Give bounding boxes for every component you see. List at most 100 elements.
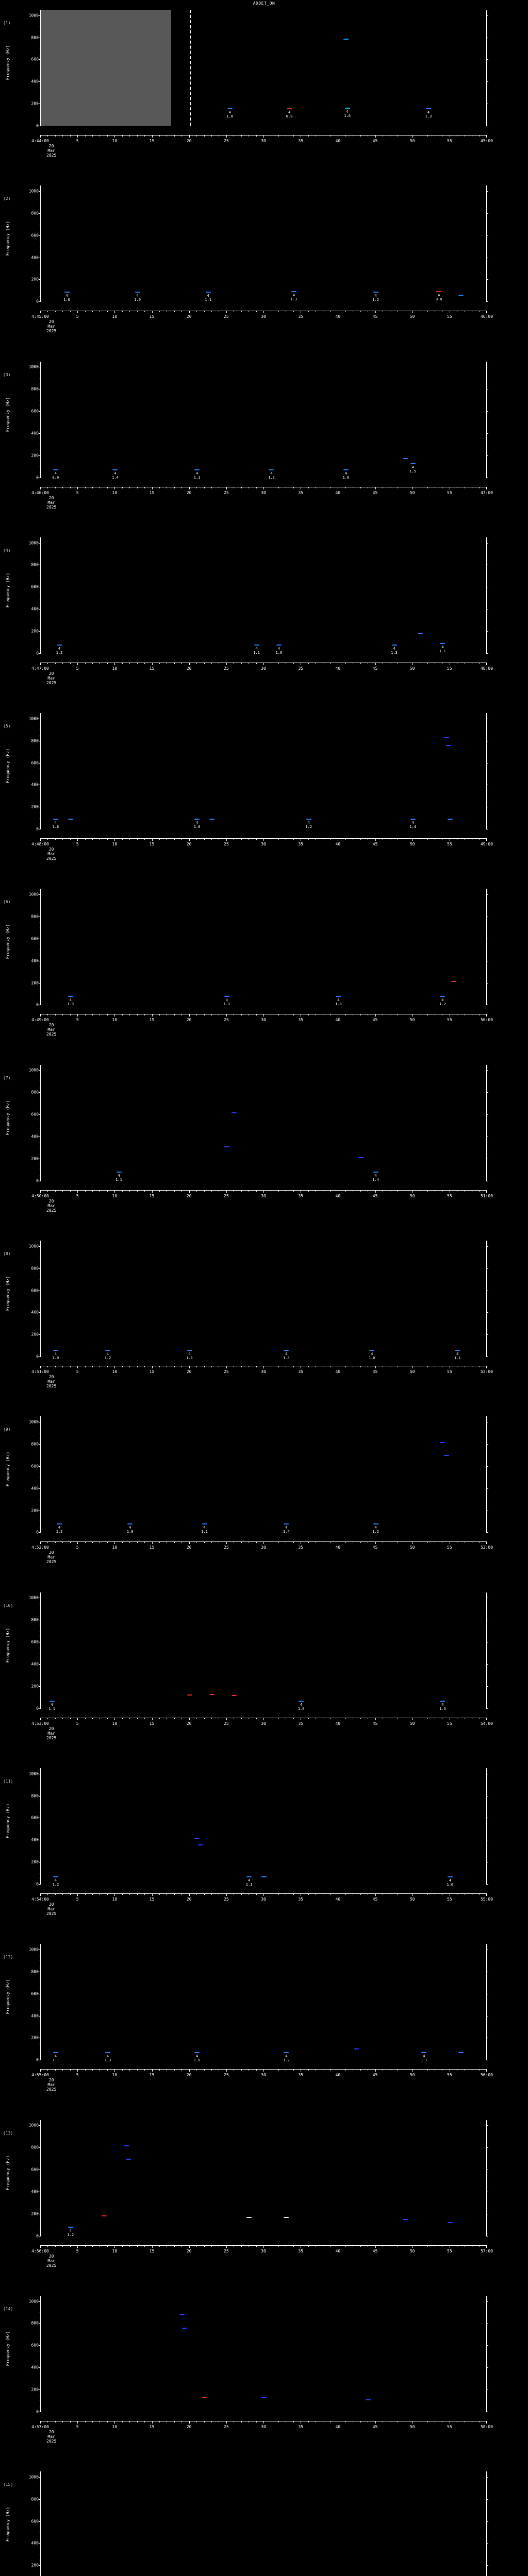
detection-mark[interactable] (68, 818, 73, 820)
plot-area[interactable]: 1000 800 600 400 200 0 4 1.2 (29, 2120, 488, 2238)
detection-mark[interactable] (336, 996, 341, 997)
detection-mark[interactable] (126, 2158, 131, 2160)
detection-mark[interactable] (440, 1700, 446, 1702)
detection-mark[interactable] (455, 1350, 460, 1351)
detection-mark[interactable] (403, 458, 408, 460)
detection-mark[interactable] (410, 463, 416, 464)
detection-mark[interactable] (194, 469, 200, 470)
detection-mark[interactable] (366, 2399, 371, 2401)
detection-mark[interactable] (194, 1837, 200, 1839)
detection-mark[interactable] (261, 2397, 267, 2398)
plot-area[interactable]: 1000 800 600 400 200 0 4 1.1 4 1.0 4 1.3 (29, 1592, 488, 1711)
detection-mark[interactable] (202, 1523, 207, 1525)
plot-area[interactable]: 1000 800 600 400 200 0 4 0.9 4 1.4 4 1.1 4 1.2 4 1… (29, 361, 488, 480)
detection-mark[interactable] (440, 642, 446, 644)
detection-mark[interactable] (373, 292, 378, 293)
detection-mark[interactable] (418, 633, 423, 635)
detection-mark[interactable] (306, 818, 311, 820)
detection-mark[interactable] (421, 2052, 427, 2054)
detection-mark[interactable] (344, 107, 350, 109)
detection-mark[interactable] (224, 996, 229, 997)
detection-mark[interactable] (276, 644, 282, 646)
detection-mark[interactable] (194, 818, 200, 820)
detection-mark[interactable] (187, 1350, 192, 1351)
detection-mark[interactable] (202, 2396, 207, 2398)
detection-mark[interactable] (68, 996, 73, 997)
detection-mark[interactable] (205, 292, 211, 293)
detection-mark[interactable] (135, 292, 140, 293)
detection-mark[interactable] (105, 2052, 110, 2054)
detection-mark[interactable] (68, 2227, 73, 2228)
detection-mark[interactable] (269, 469, 274, 470)
plot-area[interactable]: 1000 800 600 400 200 0 (29, 2295, 488, 2414)
detection-mark[interactable] (246, 1876, 252, 1877)
detection-mark[interactable] (358, 1157, 364, 1158)
detection-mark[interactable] (53, 1876, 58, 1877)
detection-mark[interactable] (343, 38, 349, 40)
plot-area[interactable]: 1000 800 600 400 200 0 4 1.3 4 1.1 4 1.0 4 1.2 (29, 889, 488, 1007)
detection-mark[interactable] (105, 1350, 110, 1351)
plot-area[interactable]: 1000 800 600 400 200 0 4 1.2 4 1.0 4 1.1 4 1.4 4 1… (29, 1416, 488, 1535)
detection-mark[interactable] (410, 818, 416, 820)
detection-mark[interactable] (57, 644, 62, 646)
detection-mark[interactable] (57, 1523, 62, 1525)
detection-mark[interactable] (440, 996, 446, 997)
detection-mark[interactable] (232, 1112, 237, 1113)
detection-mark[interactable] (447, 818, 453, 820)
detection-mark[interactable] (254, 644, 259, 646)
detection-mark[interactable] (391, 644, 397, 646)
detection-mark[interactable] (232, 1694, 237, 1696)
plot-area[interactable]: 1000 800 600 400 200 0 4 1.8 4 0.9 4 1.6 4 1.3 (29, 10, 488, 128)
detection-mark[interactable] (354, 2048, 360, 2049)
detection-mark[interactable] (425, 108, 431, 109)
detection-mark[interactable] (246, 2217, 252, 2218)
detection-mark[interactable] (343, 469, 349, 470)
detection-mark[interactable] (446, 745, 451, 747)
plot-area[interactable]: 1000 800 600 400 200 0 4 1.2 4 1.1 4 1.0 (29, 1768, 488, 1887)
detection-mark[interactable] (458, 295, 464, 296)
plot-area[interactable]: 1000 800 600 400 200 0 4 1.6 4 1.0 4 1.2 4 1.4 (29, 713, 488, 832)
detection-mark[interactable] (369, 1350, 375, 1351)
detection-mark[interactable] (127, 1523, 133, 1525)
detection-mark[interactable] (182, 2328, 187, 2329)
detection-mark[interactable] (287, 108, 292, 109)
detection-mark[interactable] (291, 291, 296, 292)
detection-mark[interactable] (101, 2215, 107, 2216)
detection-mark[interactable] (451, 981, 457, 982)
detection-mark[interactable] (436, 291, 442, 292)
detection-mark[interactable] (112, 469, 118, 470)
plot-area[interactable]: 1000 800 600 400 200 0 4 1.1 4 1.4 (29, 1064, 488, 1183)
plot-area[interactable]: 1000 800 600 400 200 0 4 1.0 4 1.2 4 1.1 4 1.3 4 1… (29, 1241, 488, 1360)
detection-mark[interactable] (194, 2052, 200, 2054)
detection-mark[interactable] (198, 1844, 204, 1845)
detection-mark[interactable] (447, 1876, 453, 1877)
detection-mark[interactable] (64, 292, 70, 293)
detection-mark[interactable] (447, 2222, 453, 2223)
detection-mark[interactable] (209, 1693, 214, 1695)
detection-mark[interactable] (53, 818, 58, 820)
detection-mark[interactable] (440, 1442, 446, 1443)
detection-mark[interactable] (116, 1171, 122, 1173)
detection-mark[interactable] (261, 1876, 267, 1877)
detection-mark[interactable] (187, 1694, 192, 1696)
detection-mark[interactable] (458, 2052, 464, 2054)
plot-area[interactable]: 1000 800 600 400 200 0 4 1.2 4 1.1 4 1.0 4 1.3 4 1… (29, 537, 488, 655)
detection-mark[interactable] (284, 2052, 289, 2054)
detection-mark[interactable] (53, 1350, 58, 1351)
detection-mark[interactable] (373, 1171, 378, 1173)
detection-mark[interactable] (224, 1146, 229, 1148)
detection-mark[interactable] (53, 469, 58, 470)
detection-mark[interactable] (179, 2314, 185, 2316)
detection-mark[interactable] (284, 1350, 289, 1351)
detection-mark[interactable] (49, 1700, 55, 1702)
detection-mark[interactable] (403, 2219, 408, 2221)
detection-mark[interactable] (299, 1700, 304, 1702)
detection-mark[interactable] (373, 1523, 378, 1525)
detection-mark[interactable] (284, 1523, 289, 1525)
plot-area[interactable]: 1000 800 600 400 200 0 4 1.6 4 1.0 4 1.1 4 1.3 4 1… (29, 185, 488, 304)
detection-mark[interactable] (284, 2217, 289, 2218)
detection-mark[interactable] (227, 108, 233, 109)
detection-mark[interactable] (443, 1455, 449, 1456)
detection-mark[interactable] (53, 2052, 58, 2054)
detection-mark[interactable] (209, 818, 214, 820)
